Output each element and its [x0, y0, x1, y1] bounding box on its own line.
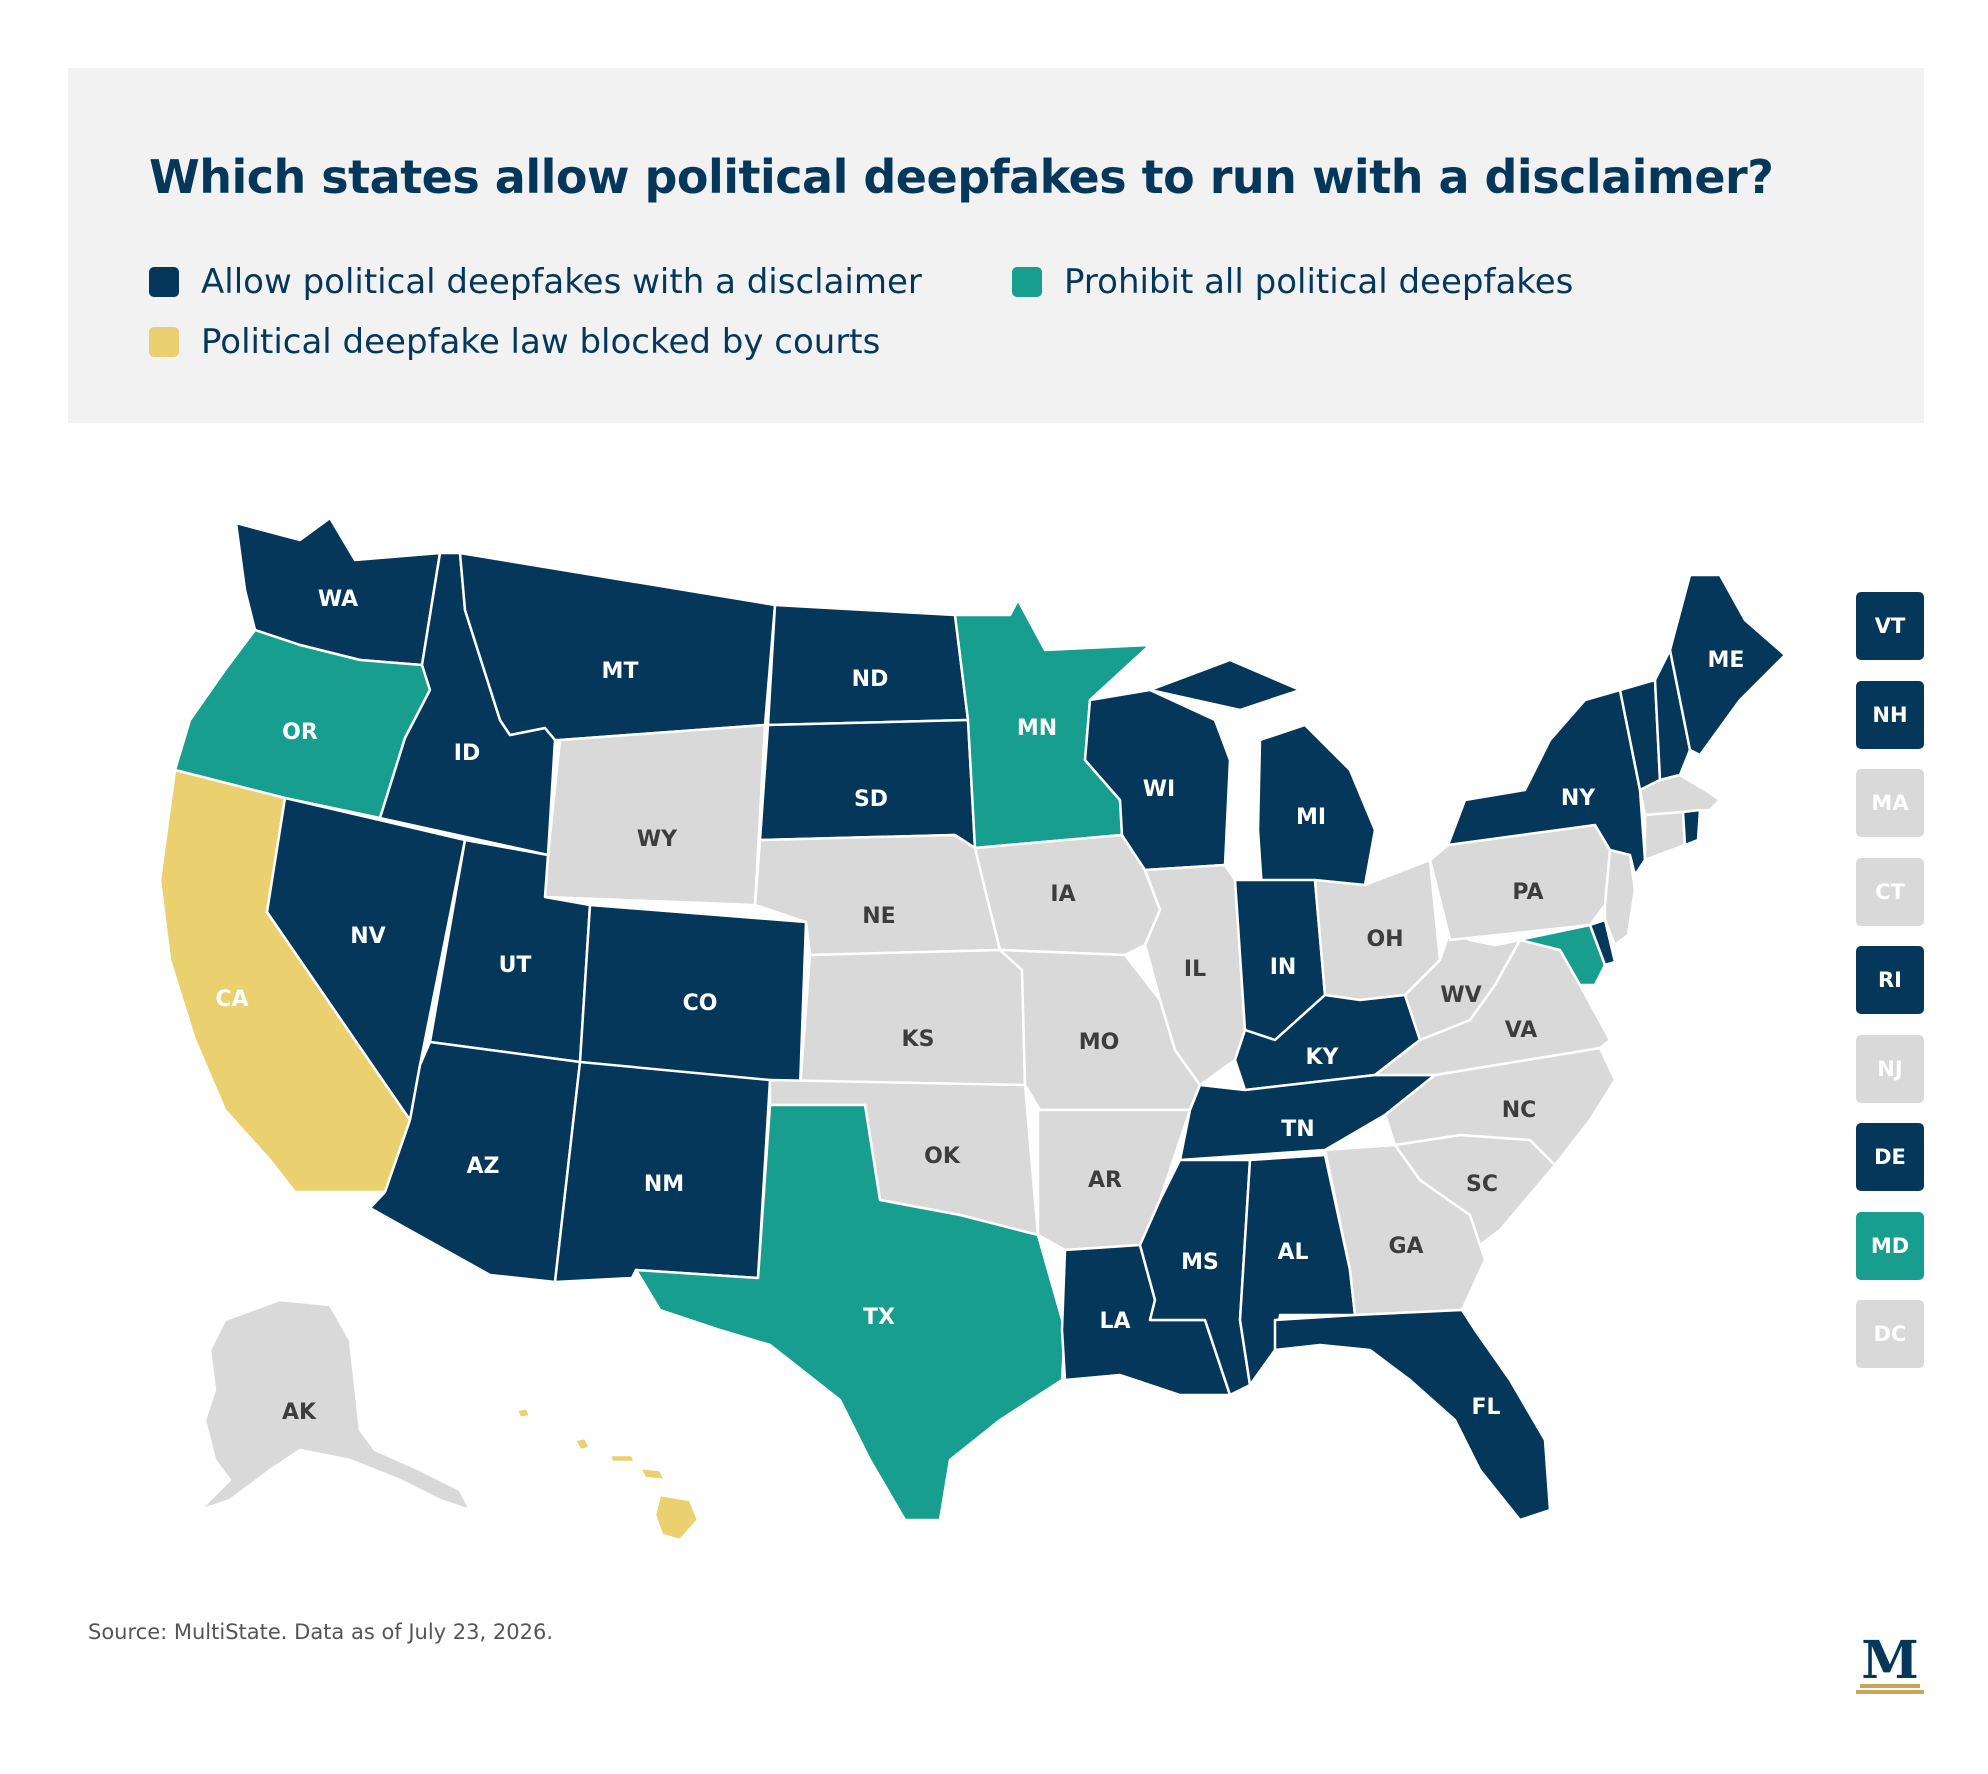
- state-ct[interactable]: [1643, 810, 1687, 862]
- state-label-id: ID: [454, 741, 480, 766]
- state-label-nd: ND: [852, 667, 889, 692]
- state-nj[interactable]: [1603, 848, 1637, 947]
- small-state-box-dc[interactable]: DC: [1856, 1300, 1924, 1368]
- state-label-wi: WI: [1143, 777, 1175, 802]
- state-label-ut: UT: [499, 953, 532, 978]
- small-state-box-ct[interactable]: CT: [1856, 857, 1924, 926]
- state-label-fl: FL: [1471, 1395, 1500, 1420]
- state-label-ne: NE: [862, 904, 895, 929]
- state-label-va: VA: [1505, 1018, 1538, 1043]
- state-ks[interactable]: [798, 948, 1027, 1090]
- state-fl[interactable]: [1273, 1308, 1552, 1522]
- state-label-ca: CA: [215, 987, 248, 1012]
- state-label-ny: NY: [1561, 786, 1596, 811]
- state-label-pa: PA: [1512, 880, 1543, 905]
- state-ri[interactable]: [1681, 808, 1702, 847]
- state-label-al: AL: [1277, 1240, 1308, 1265]
- state-label-mo: MO: [1079, 1030, 1120, 1055]
- source-note: Source: MultiState. Data as of July 23, …: [88, 1620, 553, 1644]
- state-sd[interactable]: [758, 718, 977, 850]
- state-label-mt: MT: [602, 659, 639, 684]
- small-state-label-dc: DC: [1873, 1322, 1907, 1346]
- state-label-wa: WA: [318, 587, 358, 612]
- small-state-box-vt[interactable]: VT: [1856, 592, 1924, 660]
- legend-swatch-allow: [149, 267, 179, 297]
- legend-swatch-prohibit: [1012, 267, 1042, 297]
- state-label-ia: IA: [1050, 882, 1075, 907]
- state-label-mi: MI: [1296, 805, 1326, 830]
- small-state-box-ri[interactable]: RI: [1856, 946, 1924, 1014]
- state-label-in: IN: [1270, 955, 1297, 980]
- small-state-label-de: DE: [1874, 1145, 1906, 1169]
- state-nd[interactable]: [766, 603, 970, 727]
- small-state-box-nj[interactable]: NJ: [1856, 1034, 1924, 1103]
- state-label-tn: TN: [1281, 1117, 1314, 1142]
- state-label-ky: KY: [1306, 1045, 1340, 1070]
- page-title: Which states allow political deepfakes t…: [149, 150, 1774, 204]
- state-label-mn: MN: [1017, 716, 1057, 741]
- state-label-nc: NC: [1502, 1098, 1537, 1123]
- state-label-sd: SD: [854, 787, 888, 812]
- state-label-nm: NM: [644, 1172, 684, 1197]
- state-label-nv: NV: [350, 924, 385, 949]
- legend-item-allow: Allow political deepfakes with a disclai…: [149, 262, 922, 302]
- state-label-or: OR: [282, 720, 318, 745]
- small-state-label-ma: MA: [1871, 791, 1909, 815]
- small-state-label-vt: VT: [1874, 614, 1906, 638]
- svg-text:M: M: [1861, 1630, 1919, 1691]
- small-state-label-ri: RI: [1878, 968, 1902, 992]
- state-label-me: ME: [1708, 648, 1745, 673]
- state-wy[interactable]: [543, 723, 767, 907]
- state-label-ks: KS: [902, 1027, 935, 1052]
- small-state-label-ct: CT: [1875, 879, 1905, 904]
- state-de[interactable]: [1588, 918, 1617, 967]
- legend-item-blocked: Political deepfake law blocked by courts: [149, 322, 880, 362]
- state-label-ga: GA: [1388, 1234, 1423, 1259]
- state-label-az: AZ: [467, 1154, 500, 1179]
- small-state-box-ma[interactable]: MA: [1856, 769, 1924, 837]
- small-state-label-nj: NJ: [1877, 1056, 1903, 1081]
- multistate-m-logo-icon: M: [1856, 1630, 1924, 1694]
- state-label-ms: MS: [1181, 1250, 1219, 1275]
- small-state-box-md[interactable]: MD: [1856, 1211, 1924, 1280]
- state-mt[interactable]: [458, 551, 777, 742]
- legend-swatch-blocked: [149, 327, 179, 357]
- legend-label-allow: Allow political deepfakes with a disclai…: [201, 262, 922, 302]
- state-label-hi: HI: [631, 1487, 658, 1512]
- state-nh[interactable]: [1653, 648, 1692, 782]
- legend-item-prohibit: Prohibit all political deepfakes: [1012, 262, 1573, 302]
- header-panel: [68, 68, 1924, 423]
- state-label-oh: OH: [1366, 927, 1403, 952]
- state-ak[interactable]: [198, 1298, 472, 1512]
- legend-label-prohibit: Prohibit all political deepfakes: [1064, 262, 1574, 302]
- legend-label-blocked: Political deepfake law blocked by courts: [201, 322, 881, 362]
- state-label-ak: AK: [282, 1400, 317, 1425]
- state-label-tx: TX: [863, 1305, 895, 1330]
- state-label-ar: AR: [1088, 1168, 1122, 1193]
- state-label-il: IL: [1184, 957, 1206, 982]
- state-label-co: CO: [683, 991, 718, 1016]
- small-state-box-de[interactable]: DE: [1856, 1123, 1924, 1191]
- state-label-wy: WY: [637, 827, 678, 852]
- small-state-box-nh[interactable]: NH: [1856, 680, 1924, 749]
- state-tx[interactable]: [634, 1103, 1067, 1522]
- state-me[interactable]: [1668, 573, 1787, 757]
- small-state-label-nh: NH: [1872, 702, 1908, 727]
- state-hi[interactable]: [515, 1406, 700, 1542]
- state-label-ok: OK: [924, 1144, 961, 1169]
- state-label-la: LA: [1099, 1309, 1130, 1334]
- state-labels: WA OR CA ID NV MT WY UT AZ CO NM ND SD NE KS OK TX MN IA MO…: [215, 587, 1744, 1512]
- state-label-sc: SC: [1466, 1172, 1498, 1197]
- small-state-label-md: MD: [1870, 1233, 1910, 1258]
- state-mi[interactable]: [1148, 658, 1377, 892]
- state-label-wv: WV: [1440, 983, 1481, 1008]
